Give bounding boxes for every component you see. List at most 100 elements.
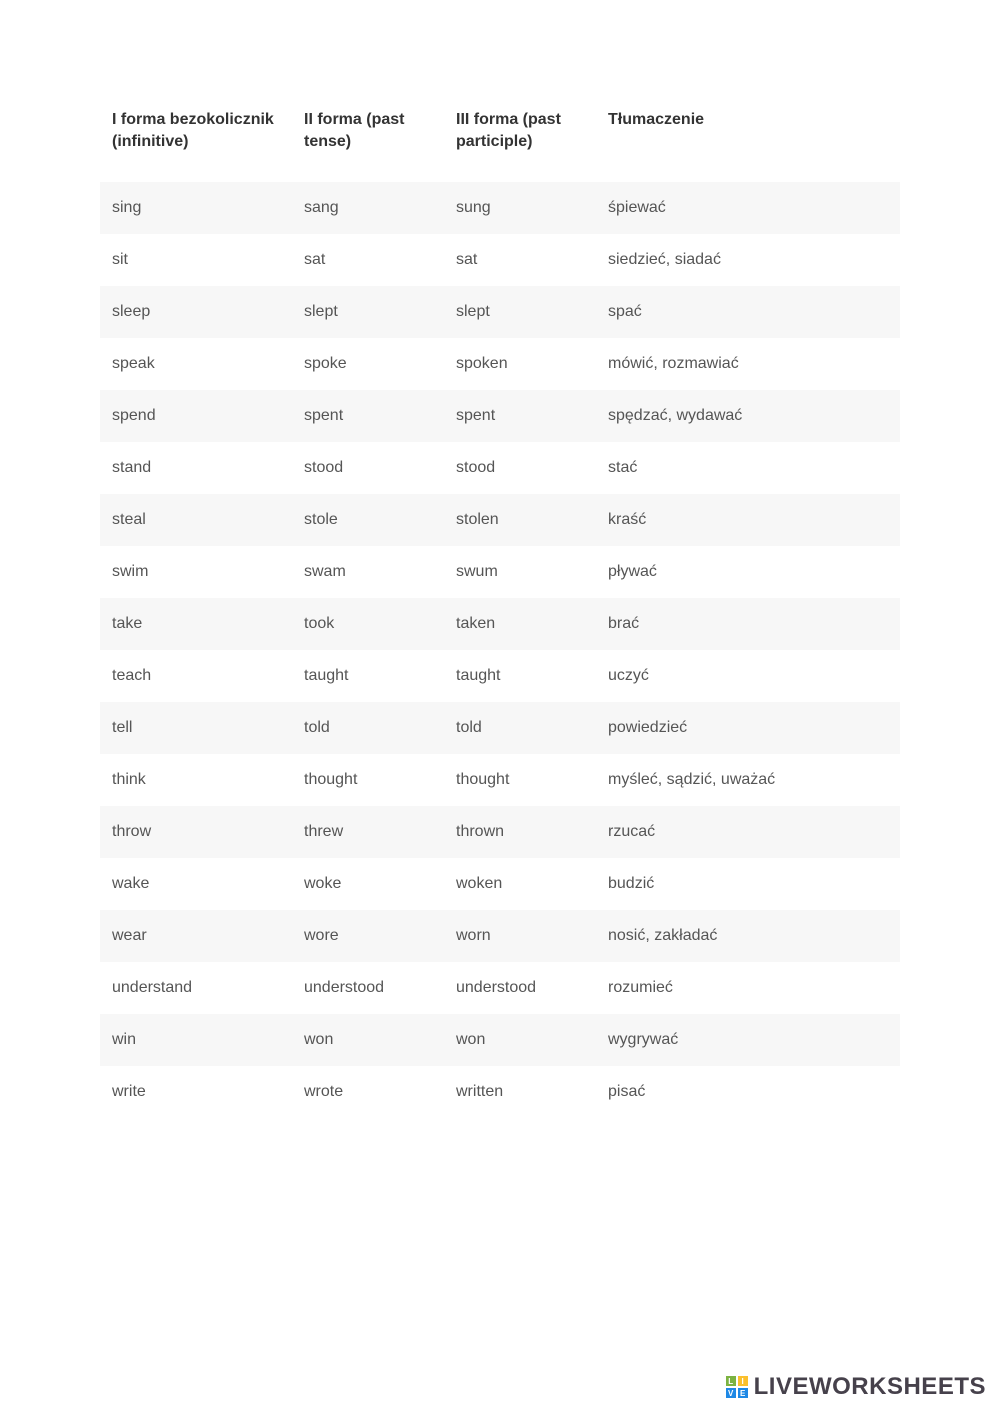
table-cell: wygrywać	[596, 1014, 900, 1066]
table-cell: nosić, zakładać	[596, 910, 900, 962]
table-row: spendspentspentspędzać, wydawać	[100, 390, 900, 442]
table-cell: win	[100, 1014, 292, 1066]
table-row: throwthrewthrownrzucać	[100, 806, 900, 858]
table-cell: woken	[444, 858, 596, 910]
liveworksheets-watermark: L I V E LIVEWORKSHEETS	[726, 1373, 986, 1401]
table-cell: speak	[100, 338, 292, 390]
watermark-text: LIVEWORKSHEETS	[754, 1373, 986, 1401]
table-row: winwonwonwygrywać	[100, 1014, 900, 1066]
table-cell: spend	[100, 390, 292, 442]
table-row: swimswamswumpływać	[100, 546, 900, 598]
table-cell: spoken	[444, 338, 596, 390]
table-cell: mówić, rozmawiać	[596, 338, 900, 390]
table-cell: told	[292, 702, 444, 754]
table-cell: understood	[444, 962, 596, 1014]
header-past-tense: II forma (past tense)	[292, 95, 444, 166]
table-cell: tell	[100, 702, 292, 754]
table-cell: myśleć, sądzić, uważać	[596, 754, 900, 806]
table-cell: stole	[292, 494, 444, 546]
table-cell: swim	[100, 546, 292, 598]
table-cell: understood	[292, 962, 444, 1014]
table-cell: understand	[100, 962, 292, 1014]
table-cell: taken	[444, 598, 596, 650]
table-cell: powiedzieć	[596, 702, 900, 754]
table-cell: siedzieć, siadać	[596, 234, 900, 286]
table-cell: sit	[100, 234, 292, 286]
table-cell: took	[292, 598, 444, 650]
table-cell: spędzać, wydawać	[596, 390, 900, 442]
table-cell: sat	[292, 234, 444, 286]
table-cell: swum	[444, 546, 596, 598]
table-cell: thought	[444, 754, 596, 806]
table-cell: wore	[292, 910, 444, 962]
table-row: writewrotewrittenpisać	[100, 1066, 900, 1118]
table-cell: won	[444, 1014, 596, 1066]
table-row: speakspokespokenmówić, rozmawiać	[100, 338, 900, 390]
table-cell: wake	[100, 858, 292, 910]
verb-forms-table: I forma bezokolicznik (infinitive) II fo…	[100, 95, 900, 1118]
table-body: singsangsungśpiewaćsitsatsatsiedzieć, si…	[100, 166, 900, 1118]
table-row: understandunderstoodunderstoodrozumieć	[100, 962, 900, 1014]
table-cell: woke	[292, 858, 444, 910]
table-cell: slept	[292, 286, 444, 338]
table-cell: stand	[100, 442, 292, 494]
table-cell: stood	[444, 442, 596, 494]
table-row: teachtaughttaughtuczyć	[100, 650, 900, 702]
table-cell: thought	[292, 754, 444, 806]
table-cell: think	[100, 754, 292, 806]
table-cell: rozumieć	[596, 962, 900, 1014]
table-cell: rzucać	[596, 806, 900, 858]
table-row: stealstolestolenkraść	[100, 494, 900, 546]
table-row: wakewokewokenbudzić	[100, 858, 900, 910]
table-cell: sing	[100, 182, 292, 234]
table-cell: worn	[444, 910, 596, 962]
table-cell: pisać	[596, 1066, 900, 1118]
table-row: standstoodstoodstać	[100, 442, 900, 494]
table-cell: kraść	[596, 494, 900, 546]
table-cell: taught	[292, 650, 444, 702]
worksheet-page: I forma bezokolicznik (infinitive) II fo…	[0, 0, 1000, 1178]
table-row: thinkthoughtthoughtmyśleć, sądzić, uważa…	[100, 754, 900, 806]
table-cell: teach	[100, 650, 292, 702]
table-cell: uczyć	[596, 650, 900, 702]
table-cell: steal	[100, 494, 292, 546]
table-cell: spać	[596, 286, 900, 338]
table-row: sleepsleptsleptspać	[100, 286, 900, 338]
table-cell: sang	[292, 182, 444, 234]
table-cell: sat	[444, 234, 596, 286]
table-cell: written	[444, 1066, 596, 1118]
table-row: singsangsungśpiewać	[100, 182, 900, 234]
table-cell: budzić	[596, 858, 900, 910]
logo-square-bl: V	[726, 1388, 736, 1398]
table-cell: thrown	[444, 806, 596, 858]
logo-square-br: E	[738, 1388, 748, 1398]
table-cell: śpiewać	[596, 182, 900, 234]
table-cell: spent	[444, 390, 596, 442]
header-translation: Tłumaczenie	[596, 95, 900, 166]
table-cell: pływać	[596, 546, 900, 598]
table-cell: threw	[292, 806, 444, 858]
table-cell: told	[444, 702, 596, 754]
table-cell: stać	[596, 442, 900, 494]
watermark-logo-icon: L I V E	[726, 1376, 748, 1398]
table-cell: spent	[292, 390, 444, 442]
table-cell: stolen	[444, 494, 596, 546]
table-cell: won	[292, 1014, 444, 1066]
table-cell: swam	[292, 546, 444, 598]
table-row: taketooktakenbrać	[100, 598, 900, 650]
table-cell: slept	[444, 286, 596, 338]
table-row: wearworewornnosić, zakładać	[100, 910, 900, 962]
table-cell: taught	[444, 650, 596, 702]
table-header-row: I forma bezokolicznik (infinitive) II fo…	[100, 95, 900, 166]
table-cell: brać	[596, 598, 900, 650]
table-row: sitsatsatsiedzieć, siadać	[100, 234, 900, 286]
table-cell: write	[100, 1066, 292, 1118]
header-past-participle: III forma (past participle)	[444, 95, 596, 166]
table-cell: wear	[100, 910, 292, 962]
table-cell: spoke	[292, 338, 444, 390]
table-row: telltoldtoldpowiedzieć	[100, 702, 900, 754]
table-cell: take	[100, 598, 292, 650]
logo-square-tl: L	[726, 1376, 736, 1386]
spacer-row	[100, 166, 900, 182]
table-cell: sleep	[100, 286, 292, 338]
